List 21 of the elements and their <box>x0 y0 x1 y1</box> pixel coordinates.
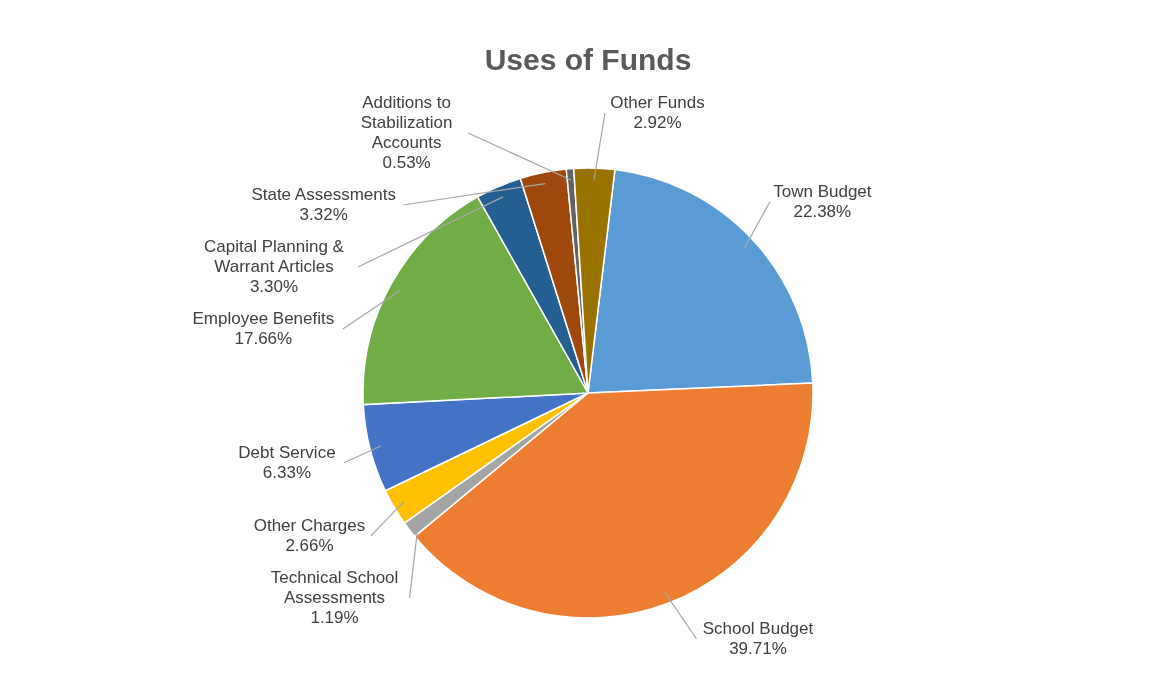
slice-label: State Assessments <box>251 185 396 204</box>
data-label: 6.33% <box>262 462 312 482</box>
slice-label: School Budget <box>702 619 814 638</box>
chart-title: Uses of Funds <box>484 43 692 76</box>
slice-label: Additions to Stabilization Accounts <box>360 93 453 152</box>
slice-label: Debt Service <box>238 442 336 462</box>
slice-label: Town Budget <box>773 181 872 201</box>
slice-label: Employee Benefits <box>192 309 335 328</box>
slice-label: Technical School Assessments <box>270 567 399 607</box>
data-label: 3.30% <box>249 277 299 296</box>
slice-label: Capital Planning & Warrant Articles <box>204 237 345 276</box>
data-label: 3.32% <box>299 205 348 224</box>
data-label: 1.19% <box>310 607 359 627</box>
slice-label: Other Charges <box>253 515 366 535</box>
slice-label: Other Funds <box>610 93 705 112</box>
data-label: 22.38% <box>793 201 852 221</box>
data-label: 0.53% <box>382 153 431 172</box>
data-label: 39.71% <box>729 639 787 658</box>
data-label: 2.66% <box>285 535 334 555</box>
data-label: 2.92% <box>633 113 682 132</box>
data-label: 17.66% <box>234 329 293 348</box>
